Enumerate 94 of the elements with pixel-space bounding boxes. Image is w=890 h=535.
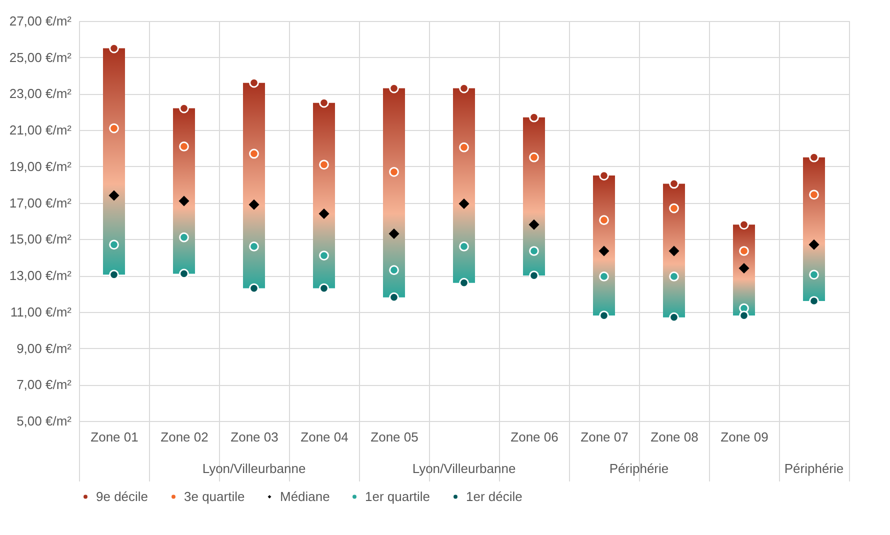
point <box>669 178 679 189</box>
point <box>249 242 259 252</box>
point <box>389 265 399 276</box>
point <box>739 310 749 320</box>
x-tick-label: Zone 05 <box>370 430 418 444</box>
point <box>178 196 190 206</box>
point <box>739 220 749 230</box>
point <box>669 203 679 214</box>
point <box>389 83 399 94</box>
point <box>388 228 400 239</box>
bar <box>383 88 405 298</box>
bar <box>243 82 265 288</box>
point <box>459 83 469 94</box>
point <box>529 246 539 256</box>
legend-label: 9e décile <box>96 488 148 504</box>
point <box>808 239 820 250</box>
y-tick-label: 23,00 €/m² <box>9 86 72 102</box>
point <box>179 142 189 152</box>
text: Lyon/Villeurbanne <box>202 461 306 476</box>
point <box>668 246 680 256</box>
point <box>319 283 329 294</box>
point <box>389 292 399 302</box>
point <box>458 198 470 209</box>
bar <box>173 108 195 274</box>
point <box>109 123 119 134</box>
bar <box>593 176 615 316</box>
point <box>669 312 679 322</box>
point <box>598 246 610 256</box>
bar <box>803 157 825 301</box>
point <box>599 272 609 282</box>
point <box>319 98 329 108</box>
point <box>599 170 609 180</box>
point <box>249 78 259 88</box>
point <box>459 242 469 252</box>
bar <box>453 88 475 283</box>
point <box>809 296 819 306</box>
x-tick-label: Zone 01 <box>90 430 138 444</box>
y-tick-label: 9,00 €/m² <box>16 340 72 356</box>
point <box>319 160 329 170</box>
bar <box>663 184 685 318</box>
point <box>109 43 119 54</box>
x-tick-label: Zone 02 <box>160 430 208 444</box>
x-tick-label: Zone 07 <box>580 430 628 444</box>
point <box>109 240 119 250</box>
y-tick-label: 13,00 €/m² <box>9 268 72 284</box>
point <box>249 148 259 159</box>
legend-label: 1er décile <box>466 488 522 504</box>
point <box>809 152 819 162</box>
point <box>529 152 539 162</box>
point <box>249 283 259 294</box>
x-tick-label: Zone 09 <box>720 430 768 444</box>
x-tick-label: Zone 06 <box>510 430 558 444</box>
point <box>248 199 260 210</box>
point <box>319 250 329 260</box>
legend-label: Médiane <box>280 488 330 504</box>
y-tick-label: 21,00 €/m² <box>9 122 72 138</box>
y-tick-label: 17,00 €/m² <box>9 195 72 210</box>
y-tick-label: 25,00 €/m² <box>9 50 72 65</box>
text: Périphérie <box>609 461 669 476</box>
point <box>318 208 330 219</box>
point <box>179 268 189 279</box>
bar <box>523 117 545 276</box>
text: Périphérie <box>784 461 844 476</box>
point <box>459 278 469 288</box>
legend-label: 1er quartile <box>365 488 430 504</box>
y-tick-label: 15,00 €/m² <box>9 232 72 247</box>
point <box>109 270 119 280</box>
legend-label: 3e quartile <box>184 488 245 504</box>
point <box>599 215 609 226</box>
bar <box>103 48 125 275</box>
point <box>669 272 679 282</box>
point <box>809 270 819 280</box>
x-tick-label: Zone 03 <box>230 430 278 444</box>
point <box>179 232 189 242</box>
bar <box>313 102 335 288</box>
text: Lyon/Villeurbanne <box>412 461 516 476</box>
point <box>738 263 750 274</box>
point <box>529 112 539 122</box>
point <box>809 190 819 200</box>
y-tick-label: 5,00 €/m² <box>16 414 72 428</box>
point <box>528 219 540 230</box>
point <box>739 246 749 256</box>
point <box>459 142 469 152</box>
point <box>179 103 189 114</box>
x-tick-label: Zone 08 <box>650 430 698 444</box>
point <box>108 190 120 201</box>
y-tick-label: 7,00 €/m² <box>16 377 72 392</box>
point <box>599 310 609 320</box>
x-tick-label: Zone 04 <box>300 430 348 444</box>
y-tick-label: 19,00 €/m² <box>9 158 72 174</box>
y-tick-label: 27,00 €/m² <box>9 14 72 28</box>
y-tick-label: 11,00 €/m² <box>10 304 72 320</box>
point <box>529 270 539 280</box>
point <box>389 166 399 177</box>
